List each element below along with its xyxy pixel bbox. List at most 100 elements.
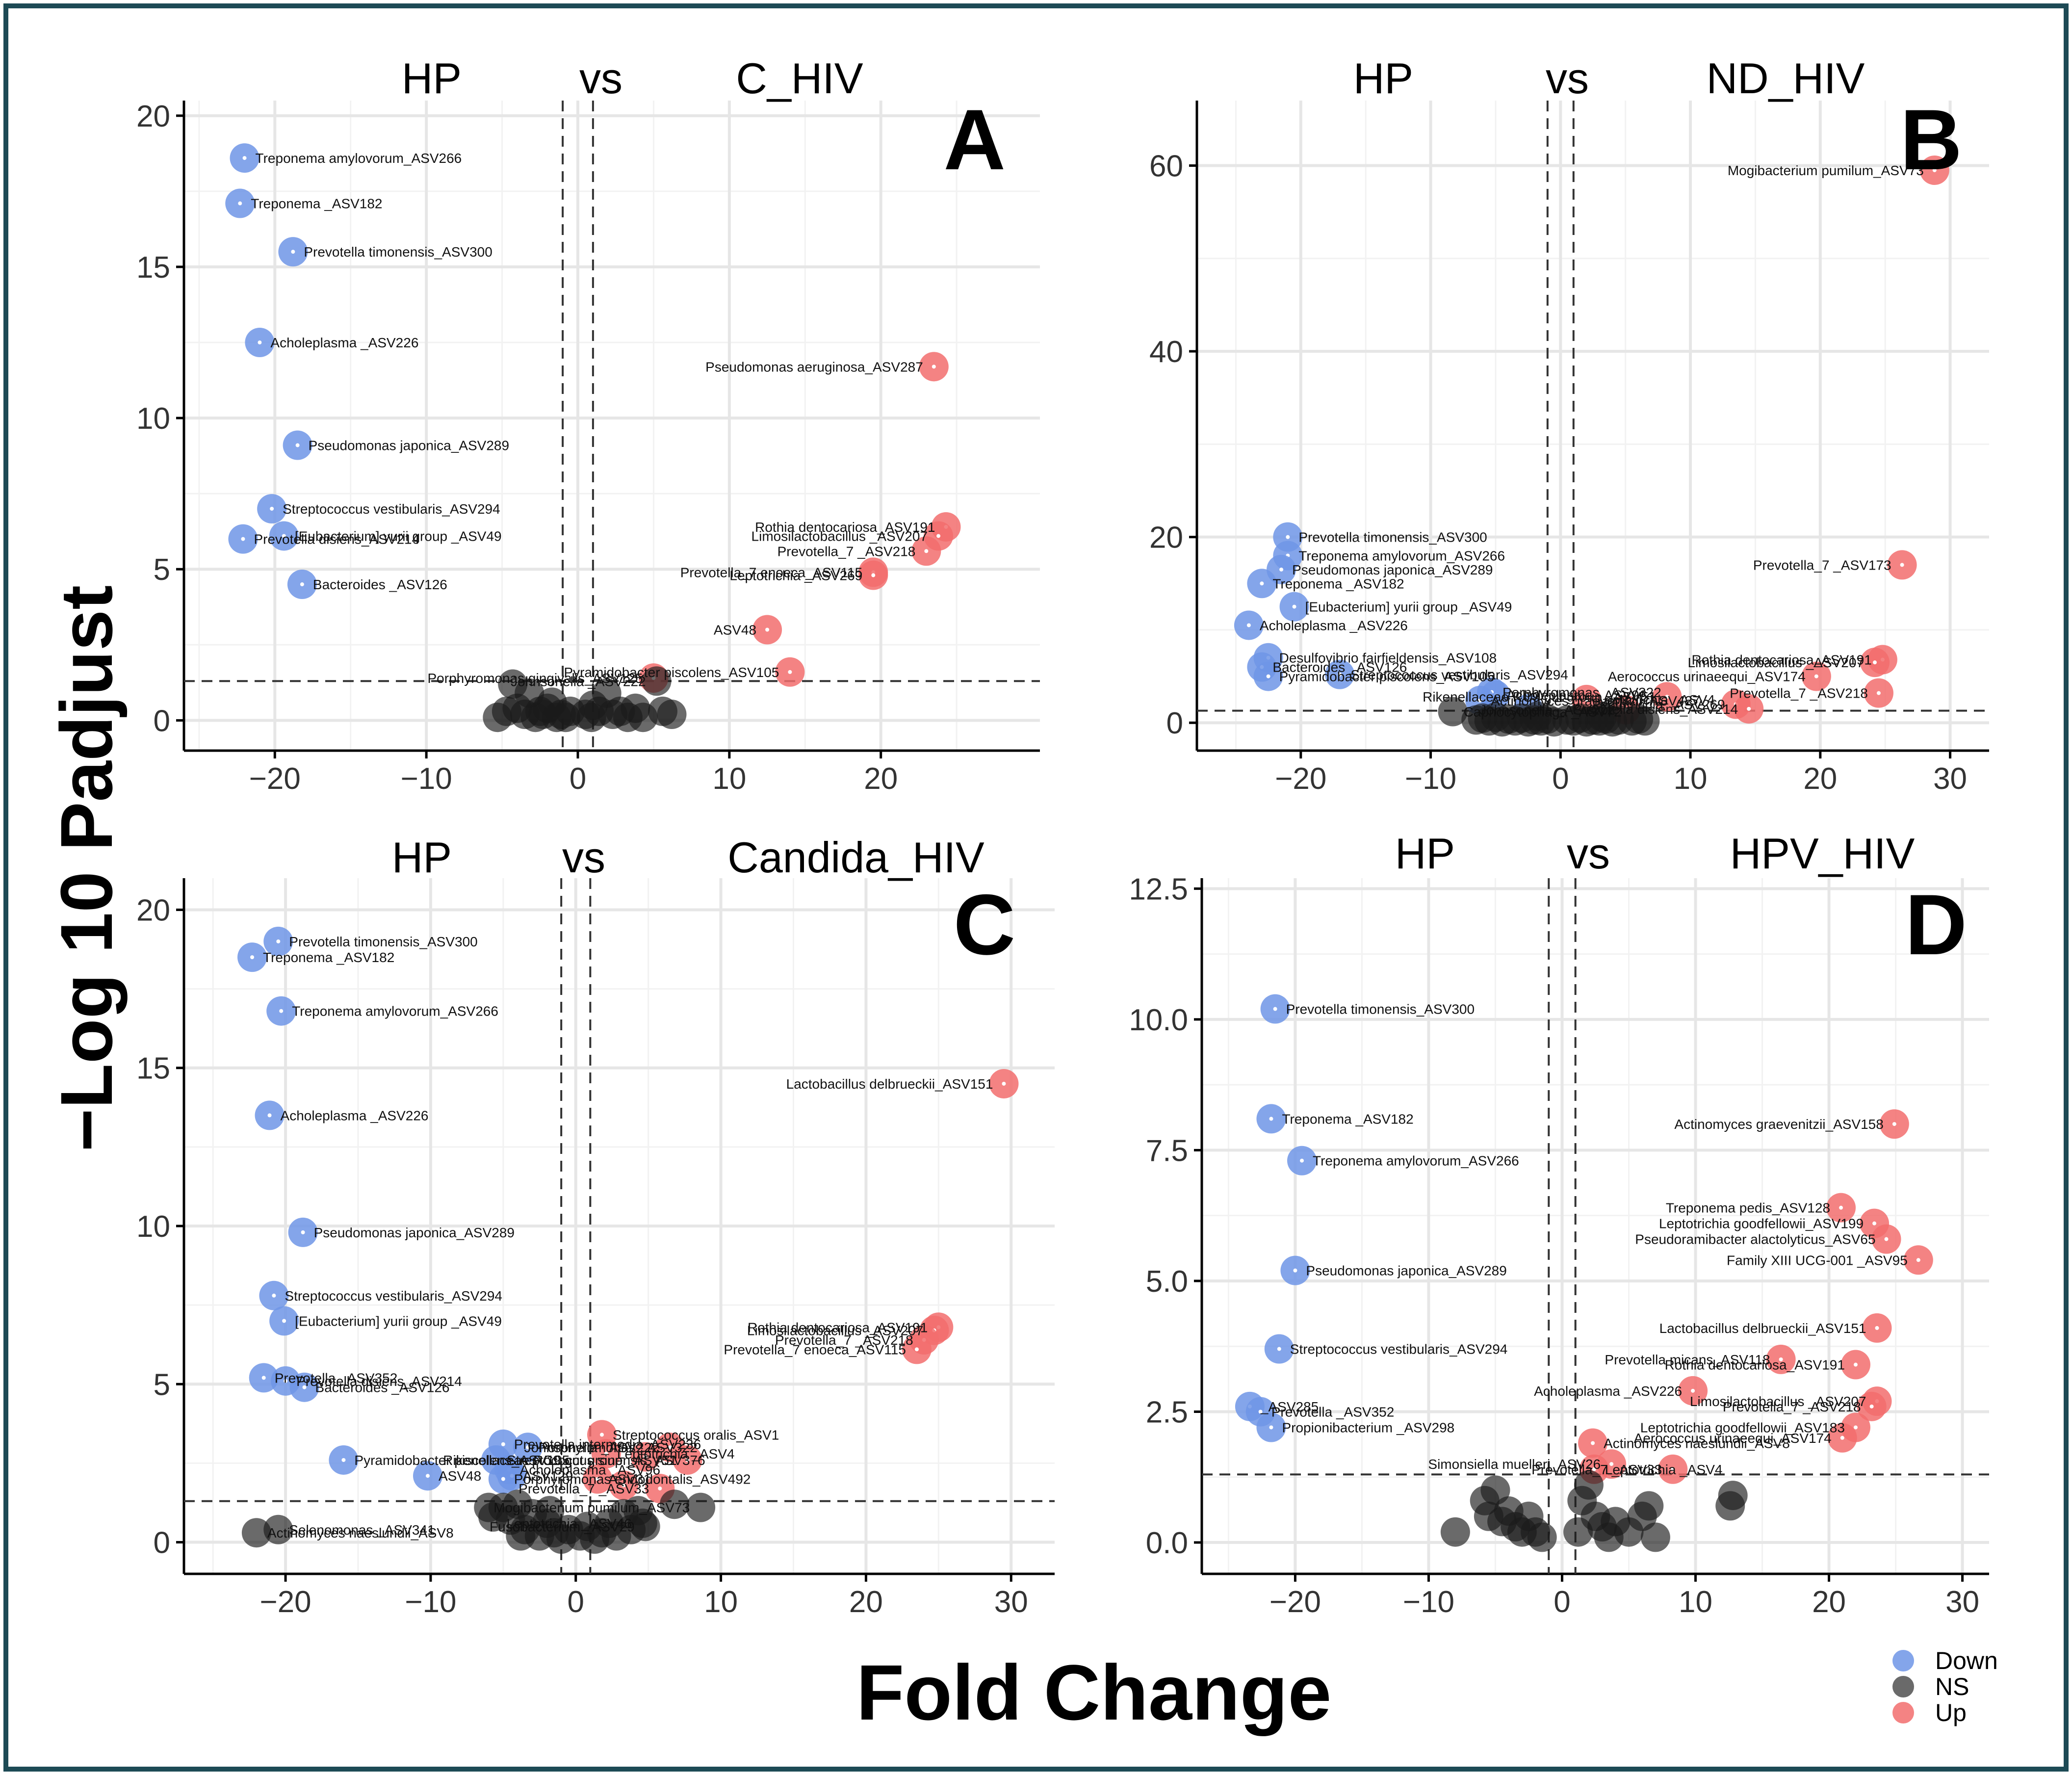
point-center bbox=[765, 627, 770, 632]
vs-label: vs bbox=[579, 54, 622, 103]
point-label: Prevotella_7 _ASV33 bbox=[1531, 1462, 1662, 1477]
point-label: Streptococcus vestibularis_ASV294 bbox=[1290, 1342, 1508, 1357]
legend-down-label: Down bbox=[1935, 1647, 1998, 1674]
point-label: Capnocytophaga _ASV72 bbox=[1464, 705, 1622, 720]
point-label: Lactobacillus delbrueckii_ASV151 bbox=[1659, 1321, 1866, 1336]
point-center bbox=[272, 1293, 276, 1298]
x-tick-label: 30 bbox=[1945, 1585, 1979, 1619]
panel-b: −20 −10 0 10 20 30 0 20 40 60 Mogibacterium pumilu… bbox=[1149, 54, 1989, 796]
x-tick-label: 0 bbox=[1554, 1585, 1570, 1619]
point-label: Bacteroides _ASV126 bbox=[315, 1380, 450, 1395]
point-ns bbox=[1438, 697, 1468, 727]
point-center bbox=[276, 939, 281, 943]
vs-label: vs bbox=[1567, 829, 1610, 878]
point-center bbox=[1691, 1388, 1695, 1393]
point-label: Prevotella timonensis_ASV300 bbox=[289, 934, 477, 949]
y-tick-label: 20 bbox=[136, 100, 170, 133]
point-label: Leptotrichia _ASV4 bbox=[1597, 692, 1715, 707]
x-tick-label: 30 bbox=[994, 1585, 1028, 1619]
point-ns bbox=[535, 1496, 565, 1526]
point-label: Rothia dentocariosa_ASV191 bbox=[1665, 1357, 1845, 1373]
y-tick-label: 15 bbox=[136, 1052, 170, 1086]
point-label: Treponema pedis_ASV128 bbox=[1666, 1201, 1830, 1216]
x-tick-label: −20 bbox=[1275, 762, 1326, 796]
point-label: Pyramidobacter piscolens_ASV105 bbox=[1279, 669, 1495, 684]
point-center bbox=[600, 1433, 604, 1437]
point-label: Pyramidobacter piscolens_ASV105 bbox=[354, 1453, 570, 1468]
point-center bbox=[1002, 1081, 1006, 1086]
x-tick-label: 10 bbox=[704, 1585, 738, 1619]
point-center bbox=[501, 1442, 505, 1446]
point-label: Mogibacterium pumilum_ASV73 bbox=[493, 1500, 690, 1515]
point-center bbox=[267, 1113, 272, 1118]
point-center bbox=[685, 1458, 690, 1462]
point-label: ASV129 bbox=[523, 1468, 573, 1484]
point-ns bbox=[623, 1496, 653, 1526]
y-tick-label: 40 bbox=[1149, 335, 1183, 369]
point-ns bbox=[1715, 1491, 1745, 1521]
y-tick-label: 10 bbox=[136, 402, 170, 436]
point-label: Treponema _ASV182 bbox=[1282, 1111, 1413, 1126]
y-tick-label: 5 bbox=[154, 553, 170, 587]
point-center bbox=[1273, 1007, 1277, 1011]
point-label: Prevotella_7 _ASV173 bbox=[1753, 557, 1891, 573]
point-label: Actinomyces graevenitzii_ASV427 bbox=[1491, 693, 1700, 708]
y-tick-label: 0 bbox=[1166, 706, 1183, 740]
point-center bbox=[282, 534, 286, 538]
point-label: Prevotella disiens_ASV214 bbox=[296, 1374, 462, 1389]
right-group-label: C_HIV bbox=[736, 54, 863, 103]
point-center bbox=[1269, 1117, 1273, 1121]
legend: Down NS Up bbox=[1892, 1647, 1998, 1726]
point-center bbox=[1246, 623, 1251, 627]
x-tick-label: −20 bbox=[1269, 1585, 1321, 1619]
point-label: Streptococcus oralis_ASV1 bbox=[613, 1427, 779, 1442]
panel-letter: A bbox=[944, 92, 1006, 188]
point-label: Prevotella_7 _ASV218 bbox=[1730, 686, 1868, 701]
point-label: Rothia dentocariosa_ASV191 bbox=[755, 520, 935, 535]
x-axis-title: Fold Change bbox=[856, 1648, 1332, 1736]
point-center bbox=[1892, 1122, 1896, 1126]
point-center bbox=[1258, 1410, 1263, 1414]
point-center bbox=[341, 1458, 346, 1462]
point-center bbox=[284, 1379, 288, 1383]
point-label: Acholeplasma _ASV96 bbox=[520, 1462, 660, 1477]
legend-up-swatch bbox=[1892, 1702, 1914, 1723]
point-center bbox=[871, 573, 876, 577]
point-center bbox=[258, 340, 262, 345]
point-label: Johnsonella _ASV222 bbox=[524, 1440, 659, 1455]
point-center bbox=[1293, 1268, 1297, 1273]
point-label: ASV48 bbox=[439, 1468, 481, 1484]
point-center bbox=[1266, 674, 1270, 679]
point-label: Streptococcus vestibularis_ASV294 bbox=[1350, 667, 1568, 682]
left-group-label: HP bbox=[1353, 54, 1413, 103]
point-center bbox=[238, 201, 242, 206]
point-label: Streptococcus vestibularis_ASV294 bbox=[283, 501, 500, 517]
point-center bbox=[301, 1230, 305, 1234]
point-label: Prevotella_7 _ASV218 bbox=[1723, 1399, 1861, 1414]
point-label: Acholeplasma _ASV226 bbox=[1534, 1383, 1682, 1399]
point-label: Actinomyces naeslundii_ASV8 bbox=[267, 1525, 454, 1540]
point-label: Prevotella _ASV352 bbox=[1271, 1404, 1395, 1419]
point-ns bbox=[241, 1518, 271, 1548]
point-center bbox=[494, 1458, 498, 1462]
y-tick-label: 5.0 bbox=[1146, 1265, 1188, 1299]
point-center bbox=[291, 250, 295, 254]
point-ns bbox=[474, 1492, 504, 1522]
left-group-label: HP bbox=[392, 833, 452, 882]
x-tick-label: 20 bbox=[1812, 1585, 1846, 1619]
y-tick-label: 7.5 bbox=[1146, 1134, 1188, 1168]
point-center bbox=[302, 1385, 307, 1389]
point-center bbox=[250, 955, 255, 960]
point-label: Limosilactobacillus _ASV207 bbox=[1687, 655, 1864, 670]
point-label: Prevotella_7 _ASV218 bbox=[777, 544, 916, 559]
point-ns bbox=[1522, 701, 1552, 731]
point-ns bbox=[657, 700, 687, 730]
y-tick-label: 20 bbox=[136, 893, 170, 927]
x-tick-label: −20 bbox=[249, 762, 301, 796]
left-group-label: HP bbox=[402, 54, 462, 103]
point-center bbox=[1592, 1467, 1596, 1471]
point-center bbox=[300, 582, 304, 587]
point-label: Prevotella_7 enoeca_ASV115 bbox=[724, 1342, 906, 1357]
point-label: [Eubacterium] yurii group _ASV49 bbox=[295, 1313, 502, 1329]
